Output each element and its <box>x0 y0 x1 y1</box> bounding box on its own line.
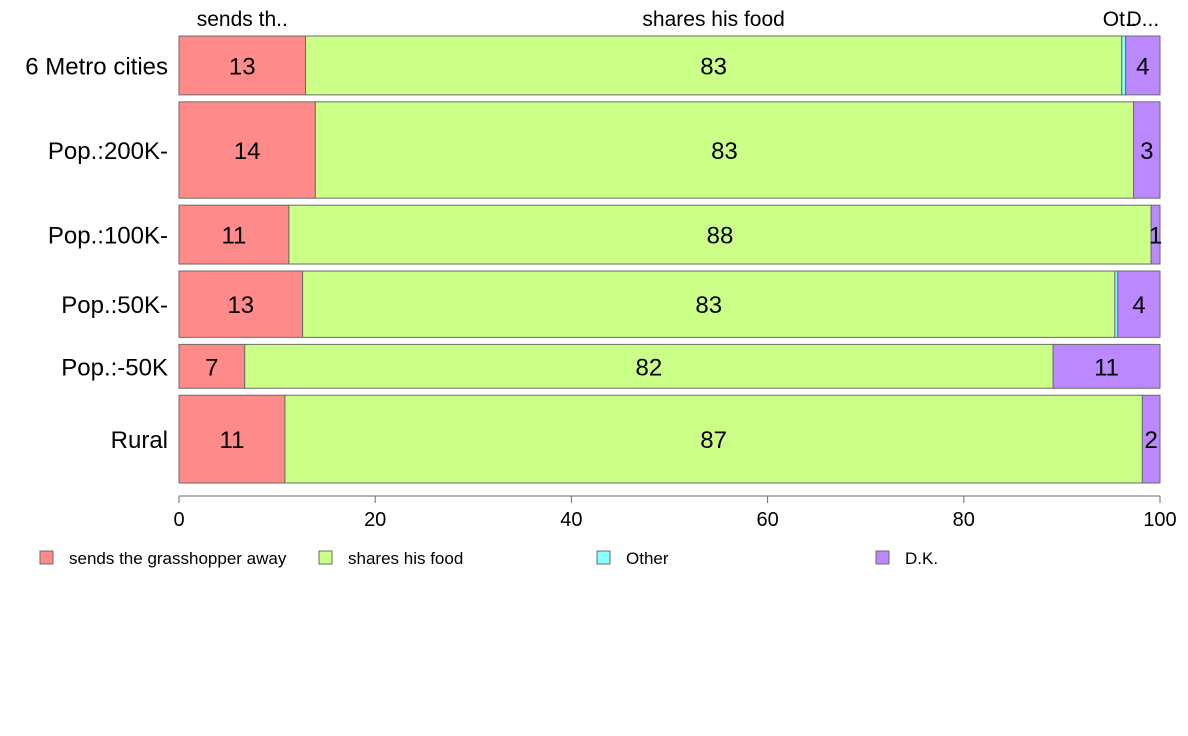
bar-segment <box>1133 101 1161 199</box>
bar-segment <box>288 204 1152 265</box>
series-top-label: shares his food <box>642 8 784 31</box>
data-label: 14 <box>234 138 261 165</box>
legend-swatch <box>318 550 333 565</box>
data-label: 88 <box>707 223 734 250</box>
data-label: 7 <box>205 354 218 381</box>
series-top-labels: sends th.. shares his food Ot..D... <box>197 8 1159 31</box>
series-top-label: Ot.. <box>1103 8 1137 31</box>
x-tick-label: 80 <box>953 509 975 531</box>
data-label: 2 <box>1144 427 1157 454</box>
data-label: 11 <box>221 223 246 250</box>
category-labels: 6 Metro cities Pop.:200K- Pop.:100K- Pop.:5… <box>25 53 168 454</box>
bars-group: 13 83 4 14 83 3 11 88 1 13 83 4 7 82 11 11 87 2 <box>178 35 1162 484</box>
bar-segment <box>178 101 316 199</box>
legend-label: sends the grasshopper away <box>69 549 287 568</box>
bar-segment <box>1117 270 1161 338</box>
legend: sends the grasshopper away shares his foo… <box>39 549 938 568</box>
legend-label: Other <box>626 549 669 568</box>
data-label: 11 <box>1094 354 1119 381</box>
bar-segment <box>1141 394 1161 484</box>
data-label: 13 <box>229 53 256 80</box>
x-tick-label: 100 <box>1143 509 1176 531</box>
x-tick-label: 60 <box>756 509 778 531</box>
bar-segment <box>1150 204 1161 265</box>
category-label: 6 Metro cities <box>25 53 168 80</box>
bar-segment <box>178 204 290 265</box>
bar-segment <box>244 343 1054 389</box>
legend-swatch <box>39 550 54 565</box>
legend-label: D.K. <box>905 549 938 568</box>
bar-segment <box>1121 35 1127 96</box>
bar-segment <box>1052 343 1161 389</box>
category-label: Pop.:-50K <box>61 354 168 381</box>
data-label: 82 <box>636 354 663 381</box>
series-top-label: D... <box>1126 8 1159 31</box>
data-label: 4 <box>1136 53 1149 80</box>
category-label: Rural <box>111 427 168 454</box>
data-label: 87 <box>700 427 727 454</box>
data-label: 13 <box>227 292 254 319</box>
category-label: Pop.:200K- <box>48 138 168 165</box>
data-label: 83 <box>711 138 738 165</box>
data-label: 83 <box>695 292 722 319</box>
bar-segment <box>305 35 1123 96</box>
x-axis: 0 20 40 60 80 100 <box>173 495 1177 531</box>
legend-swatch <box>875 550 890 565</box>
data-label: 11 <box>220 427 245 454</box>
legend-label: shares his food <box>348 549 463 568</box>
series-top-label: sends th.. <box>197 8 288 31</box>
x-tick-label: 40 <box>560 509 582 531</box>
data-label: 3 <box>1140 138 1153 165</box>
category-label: Pop.:100K- <box>48 223 168 250</box>
data-label: 1 <box>1149 223 1162 250</box>
legend-swatch <box>596 550 611 565</box>
bar-segment <box>178 394 286 484</box>
x-tick-label: 20 <box>364 509 386 531</box>
data-label: 83 <box>700 53 727 80</box>
bar-segment <box>314 101 1135 199</box>
bar-segment <box>1125 35 1161 96</box>
bar-segment <box>178 270 304 338</box>
category-label: Pop.:50K- <box>61 292 168 319</box>
bar-segment <box>284 394 1143 484</box>
data-label: 4 <box>1132 292 1145 319</box>
x-tick-label: 0 <box>173 509 184 531</box>
bar-segment <box>302 270 1116 338</box>
